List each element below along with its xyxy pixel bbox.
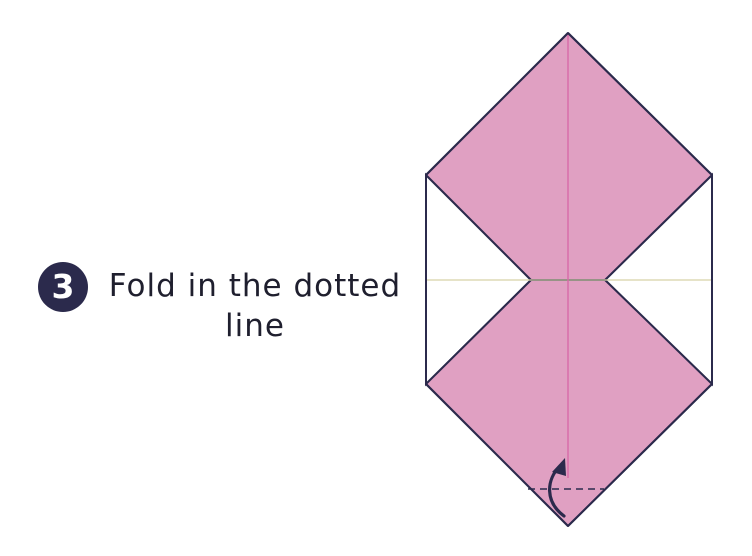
step-instruction: Fold in the dotted line <box>108 268 402 344</box>
fold-arrow-icon <box>548 458 566 518</box>
outline-right <box>567 32 713 527</box>
outline-left <box>425 32 569 527</box>
step-number-badge: 3 <box>38 262 88 312</box>
step-header: 3 Fold in the dotted line <box>38 262 408 352</box>
